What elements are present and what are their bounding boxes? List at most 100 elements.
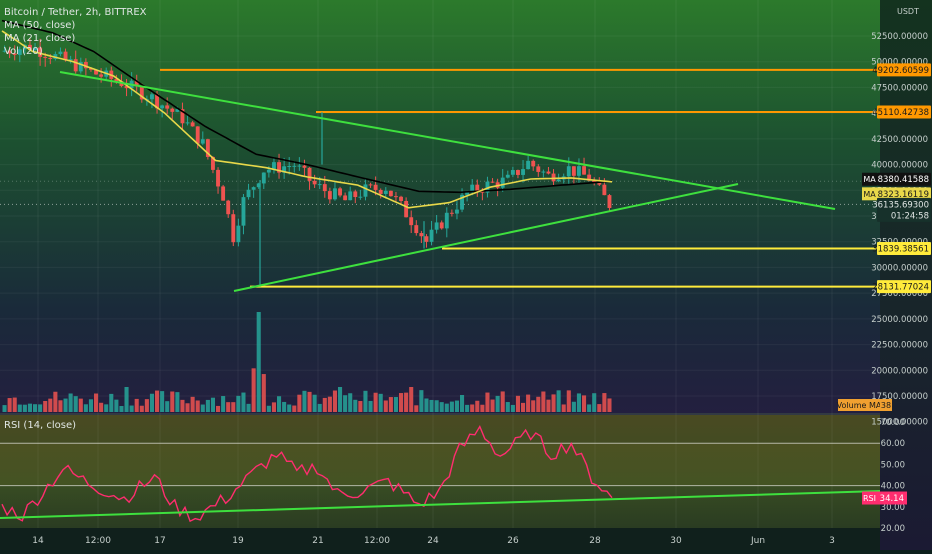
volume-bar (404, 392, 409, 412)
volume-bar (399, 393, 404, 412)
volume-bar (546, 399, 551, 412)
candle-body (114, 78, 119, 82)
ma21-tag-prefix-text: MA (863, 190, 876, 199)
candle-body (155, 94, 159, 109)
volume-bar (592, 393, 597, 412)
volume-bar (500, 391, 505, 412)
candle-body (165, 105, 170, 109)
volume-bar (505, 402, 510, 412)
candle-body (546, 171, 551, 174)
trend-lines[interactable] (59, 71, 836, 292)
moving-averages (1, 19, 613, 209)
volume-bar (470, 404, 475, 412)
volume-bar (327, 396, 332, 412)
candle-body (577, 166, 581, 176)
candle-body (419, 233, 424, 237)
candle-body (180, 109, 185, 124)
rsi-axis[interactable]: 70.00 60.00 50.00 40.00 30.00 20.00 (881, 418, 905, 534)
candle-body (409, 217, 414, 226)
time-axis[interactable]: 14 12:00 17 19 21 12:00 24 26 28 30 Jun 3 (32, 536, 835, 546)
volume-bar (43, 401, 48, 412)
volume-bar (429, 399, 434, 412)
descending-trendline[interactable] (59, 71, 836, 210)
price-level-tag (877, 242, 931, 256)
price-level-tag-text: 45110.42738 (872, 108, 929, 118)
candle-body (99, 74, 104, 77)
candle-body (383, 190, 388, 194)
rsi-value-tag (877, 491, 907, 505)
candle-body (287, 166, 292, 168)
rsi-value-text: 34.14 (880, 494, 904, 504)
volume-bar (480, 404, 485, 412)
candle-body (587, 174, 592, 181)
rsi-title[interactable]: RSI (14, close) (4, 420, 77, 431)
volume-bar (99, 402, 104, 412)
candle-body (317, 184, 322, 186)
volume-bar (165, 401, 170, 412)
volume-bar (571, 401, 576, 412)
price-tags: 49202.60599 45110.42738 31839.38561 28131.7… (837, 63, 931, 505)
volume-bar (109, 393, 114, 412)
volume-bar (241, 392, 246, 412)
candle-body (399, 196, 403, 201)
volume-bar (312, 394, 317, 412)
price-tick-label: 25000.00000 (871, 315, 928, 325)
volume-bar (104, 404, 109, 412)
candle-body (388, 190, 393, 197)
volume-bar (185, 403, 190, 412)
indicator-ma21-label[interactable]: MA (21, close) (4, 33, 76, 44)
candle-body (190, 122, 195, 127)
volume-bar (307, 391, 312, 412)
volume-bar (495, 395, 500, 412)
volume-bar (216, 405, 221, 412)
ma21-tag-text: 38323.16119 (872, 190, 929, 200)
candle-body (73, 59, 78, 72)
candle-body (460, 194, 464, 210)
volume-bar (531, 400, 536, 412)
symbol-title[interactable]: Bitcoin / Tether, 2h, BITTREX (4, 7, 147, 18)
volume-bar (551, 394, 556, 412)
candle-body (124, 86, 129, 89)
candle-body (516, 170, 520, 175)
volume-bar (200, 404, 205, 412)
main-pane-background (0, 0, 880, 413)
indicator-vol-label[interactable]: Vol (20) (4, 46, 43, 57)
candle-body (475, 184, 480, 192)
volume-bar (246, 403, 251, 412)
volume-bar (277, 396, 282, 412)
candle-body (150, 94, 154, 100)
candle-body (231, 214, 236, 243)
volume-bar (114, 399, 119, 412)
volume-bar (414, 405, 419, 412)
axis-unit: USDT (897, 7, 919, 16)
volume-bar (17, 404, 22, 412)
candle-body (373, 184, 378, 190)
rsi-tick-label: 60.00 (881, 439, 905, 449)
volume-bar (434, 400, 439, 412)
candle-body (480, 191, 485, 193)
volume-bar (338, 387, 343, 412)
volume-bar (33, 404, 38, 412)
indicator-ma50-label[interactable]: MA (50, close) (4, 20, 76, 31)
candle-body (444, 212, 449, 229)
time-tick-label: 21 (312, 536, 323, 546)
ascending-trendline[interactable] (233, 183, 739, 292)
candle-body (292, 165, 297, 167)
candle-body (602, 184, 607, 196)
time-tick-label: 3 (829, 536, 835, 546)
rsi-trendline[interactable] (0, 490, 881, 519)
volume-bar (22, 404, 27, 412)
volume-bar (139, 405, 144, 412)
volume-bar (12, 397, 17, 412)
time-tick-label: 24 (427, 536, 439, 546)
candle-body (333, 188, 337, 200)
candle-body (485, 181, 490, 193)
volume-bar (536, 396, 541, 412)
candle-body (58, 51, 63, 55)
candle-body (195, 126, 200, 144)
volume-bar (587, 404, 592, 412)
price-tick-label: 22500.00000 (871, 341, 928, 351)
volume-bar (73, 396, 78, 412)
volume-bar (221, 396, 226, 412)
